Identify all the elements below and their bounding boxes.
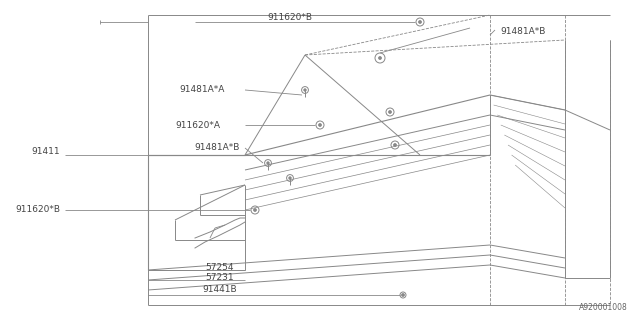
Circle shape xyxy=(319,124,321,126)
Text: 57254: 57254 xyxy=(205,263,234,273)
Circle shape xyxy=(289,177,291,179)
Text: 91481A*B: 91481A*B xyxy=(195,143,240,153)
Text: 91481A*B: 91481A*B xyxy=(500,28,545,36)
Text: 57231: 57231 xyxy=(205,274,234,283)
Text: 91411: 91411 xyxy=(31,148,60,156)
Circle shape xyxy=(253,209,257,212)
Circle shape xyxy=(267,162,269,164)
Text: 911620*A: 911620*A xyxy=(175,121,220,130)
Circle shape xyxy=(401,293,404,297)
Circle shape xyxy=(304,89,307,91)
Text: 911620*B: 911620*B xyxy=(15,205,60,214)
Text: 91441B: 91441B xyxy=(203,285,237,294)
Circle shape xyxy=(388,110,392,114)
Text: A920001008: A920001008 xyxy=(579,303,628,312)
Circle shape xyxy=(394,143,397,147)
Circle shape xyxy=(419,20,422,23)
Circle shape xyxy=(378,57,381,60)
Text: 91481A*A: 91481A*A xyxy=(180,85,225,94)
Text: 911620*B: 911620*B xyxy=(268,13,312,22)
